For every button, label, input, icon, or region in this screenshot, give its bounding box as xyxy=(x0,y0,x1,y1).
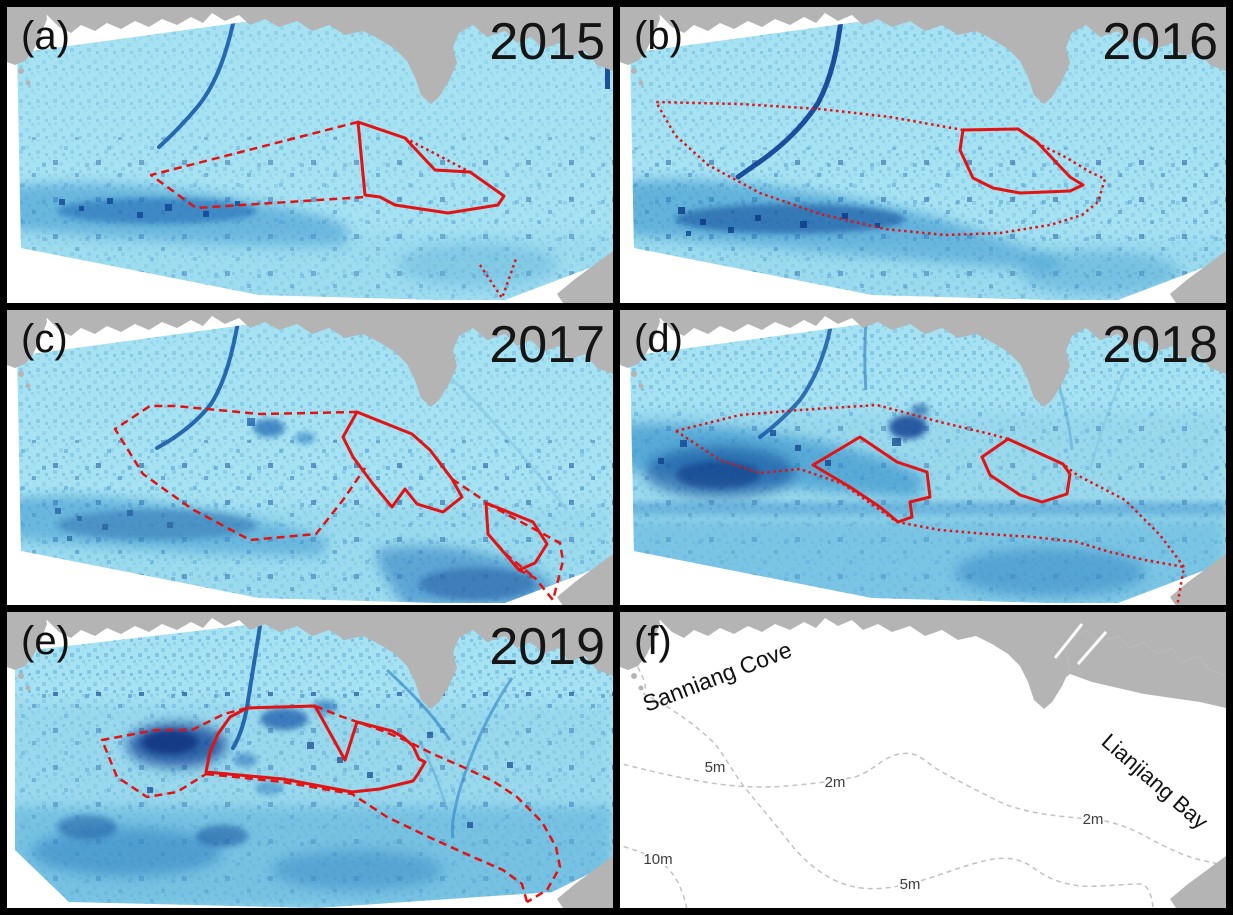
panel-b-label: (b) xyxy=(634,14,683,58)
panel-d: (d) 2018 xyxy=(620,310,1226,606)
aquaculture-zone-outlines xyxy=(149,120,518,300)
zone-solid-outline-1 xyxy=(341,410,464,514)
zone-dashed-outline-1 xyxy=(113,404,367,542)
depth-label-5m-south: 5m xyxy=(900,876,921,893)
zone-dotted-outline-top xyxy=(675,403,1186,606)
vessel-track xyxy=(758,318,834,439)
vessel-track xyxy=(157,13,237,149)
zone-dashed-outline-left xyxy=(100,706,248,799)
panel-e-label: (e) xyxy=(21,619,70,663)
contour-2m xyxy=(620,752,1226,868)
panel-d-year: 2018 xyxy=(1102,316,1218,374)
divider-horizontal-2 xyxy=(0,605,1233,612)
panel-b: (b) 2016 xyxy=(620,7,1226,303)
zone-dotted-outline-bottom xyxy=(675,429,1185,569)
zone-dotted-segment xyxy=(404,136,471,174)
divider-vertical xyxy=(613,0,620,915)
panel-c: (c) 2017 xyxy=(7,310,613,606)
depth-label-2m-east: 2m xyxy=(1083,811,1104,828)
depth-label-10m: 10m xyxy=(643,851,672,868)
zone-solid-outline-2 xyxy=(980,437,1072,504)
depth-label-2m-center: 2m xyxy=(825,774,846,791)
vessel-track xyxy=(155,314,241,450)
contour-10m xyxy=(620,844,688,908)
panel-b-year: 2016 xyxy=(1102,13,1218,71)
zone-dashed-outline-2 xyxy=(451,477,565,602)
zone-corner-dotted xyxy=(478,258,518,300)
border-left xyxy=(0,0,7,915)
coastal-inlets xyxy=(1053,623,1108,665)
fishing-intensity-heatmap xyxy=(17,11,613,300)
aquaculture-zone-outlines xyxy=(654,100,1107,237)
panel-f-label: (f) xyxy=(634,619,672,663)
aquaculture-zone-outlines xyxy=(113,404,565,602)
panel-a-year: 2015 xyxy=(489,13,605,71)
aquaculture-zone-outlines xyxy=(675,403,1186,606)
panel-a-label: (a) xyxy=(21,14,70,58)
panel-d-label: (d) xyxy=(634,317,683,361)
depth-label-5m-west: 5m xyxy=(705,759,726,776)
panel-e-year: 2019 xyxy=(489,618,605,676)
aquaculture-zone-outlines xyxy=(100,704,562,904)
fishing-intensity-heatmap xyxy=(17,314,613,603)
border-right xyxy=(1226,0,1233,915)
contour-5m xyxy=(637,666,1154,908)
panel-f: Sanniang Cove Lianjiang Bay 5m 2m 2m 10m… xyxy=(620,612,1226,908)
divider-horizontal-1 xyxy=(0,303,1233,310)
fishing-intensity-heatmap xyxy=(15,616,613,908)
panel-e: (e) 2019 xyxy=(7,612,613,908)
panel-a: (a) 2015 xyxy=(7,7,613,303)
zone-dashed-outline-right-bottom xyxy=(205,772,529,903)
zone-dashed-outline-right-top xyxy=(314,704,562,904)
zone-solid-outline xyxy=(356,120,506,215)
zone-solid-outline xyxy=(958,127,1085,195)
zone-dashed-outline xyxy=(149,120,366,210)
panel-c-year: 2017 xyxy=(489,316,605,374)
zone-solid-outline-1 xyxy=(811,435,932,524)
panel-c-label: (c) xyxy=(21,317,68,361)
vessel-track xyxy=(735,11,845,180)
depth-contours xyxy=(620,666,1226,908)
